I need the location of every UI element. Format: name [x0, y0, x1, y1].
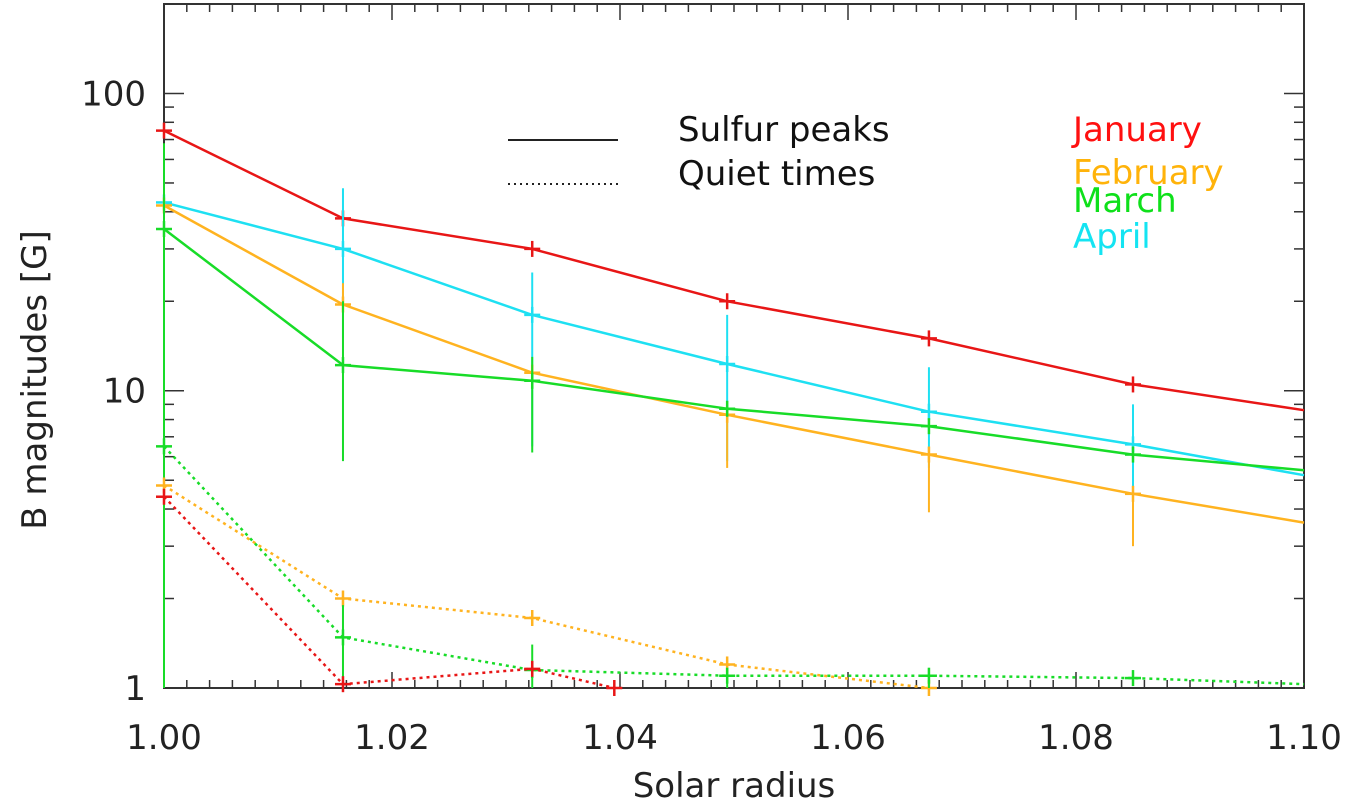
series-january-quiet-times [156, 488, 623, 696]
x-tick-label: 1.02 [354, 718, 430, 758]
x-tick-label: 1.06 [810, 718, 886, 758]
series-march-quiet-times [156, 438, 1305, 688]
y-tick-label: 100 [81, 74, 146, 114]
y-tick-label: 10 [103, 372, 146, 412]
series-february-quiet-times [156, 477, 937, 696]
legend-label-sulfur-peaks: Sulfur peaks [678, 110, 890, 150]
month-label-april: April [1073, 217, 1151, 257]
x-tick-label: 1.10 [1266, 718, 1342, 758]
month-label-march: March [1073, 181, 1177, 221]
month-label-february: February [1073, 153, 1224, 193]
x-axis-label: Solar radius [633, 766, 836, 804]
month-label-january: January [1071, 110, 1202, 150]
y-axis-label: B magnitudes [G] [15, 230, 55, 529]
series-layer [156, 122, 1305, 696]
y-tick-label: 1 [124, 669, 146, 709]
series-line-january-quiet-times [163, 495, 615, 690]
x-tick-label: 1.08 [1038, 718, 1114, 758]
legend-label-quiet-times: Quiet times [678, 154, 875, 194]
month-labels: January February March April [1071, 110, 1224, 257]
legend: Sulfur peaks Quiet times [508, 110, 890, 194]
series-line-february-quiet-times [163, 484, 930, 690]
axes: 1.00 1.02 1.04 1.06 1.08 1.10 1 10 100 [81, 3, 1342, 758]
series-march-sulfur-peaks [156, 143, 1305, 688]
plot-area-frame [163, 3, 1305, 689]
x-tick-label: 1.04 [582, 718, 658, 758]
x-tick-label: 1.00 [126, 718, 202, 758]
